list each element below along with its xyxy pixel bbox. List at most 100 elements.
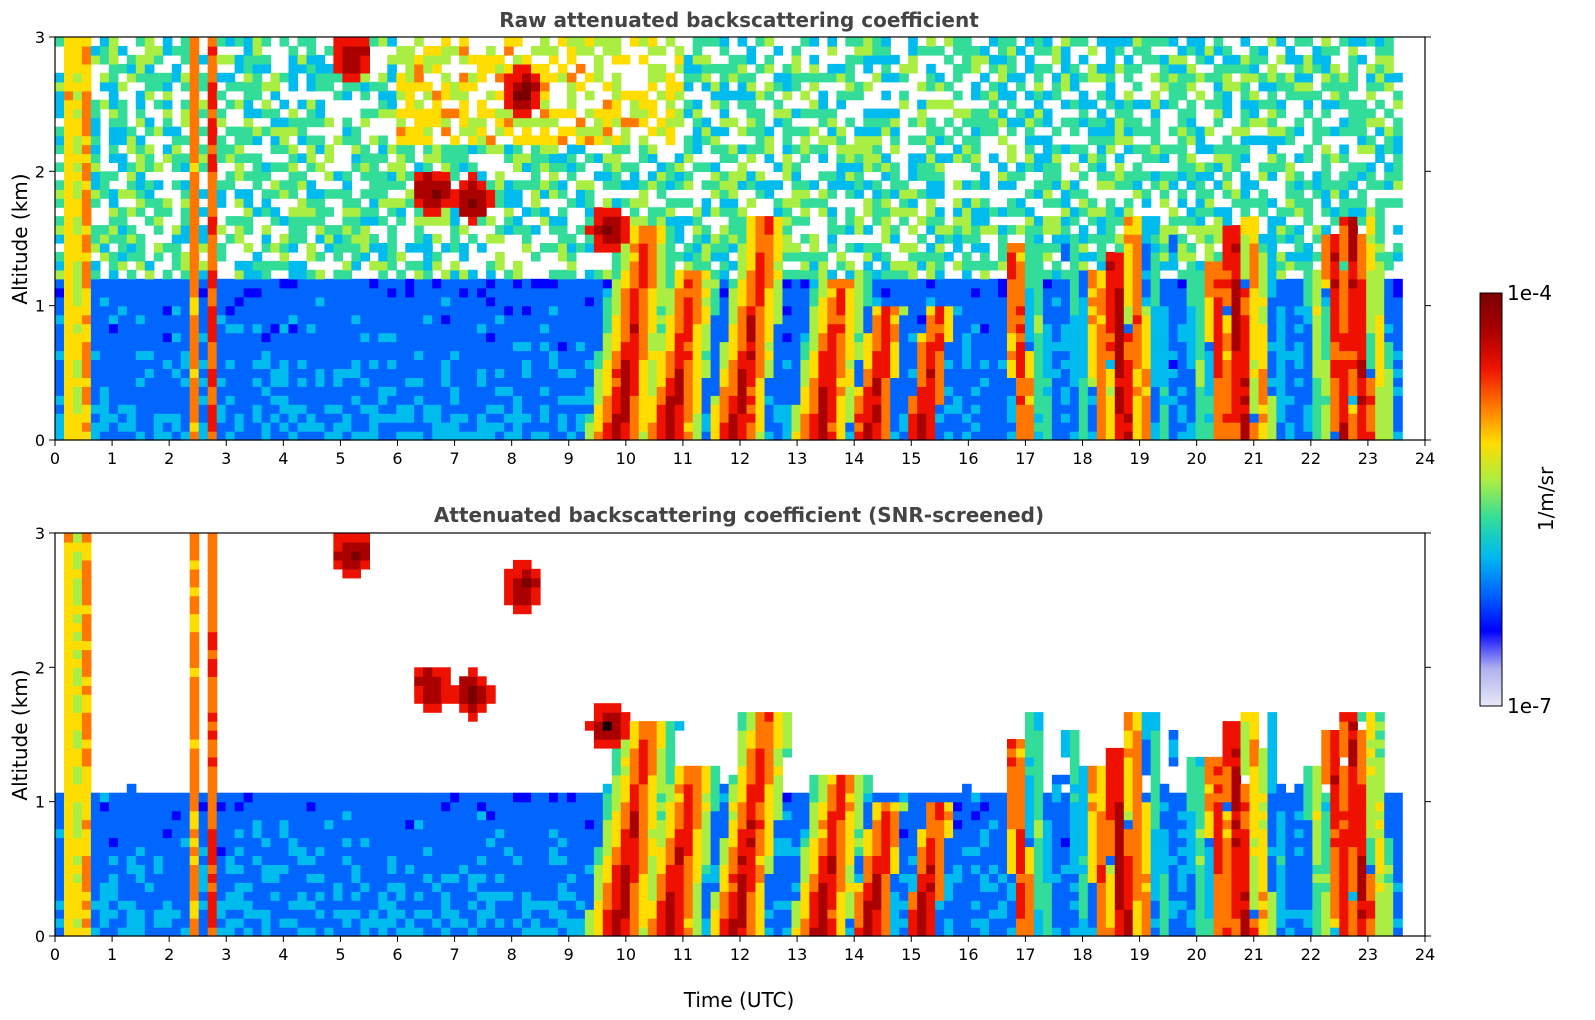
heatmap-cell <box>953 234 963 244</box>
heatmap-cell <box>189 198 200 208</box>
heatmap-cell <box>117 234 128 244</box>
heatmap-cell <box>477 198 487 208</box>
heatmap-cell <box>126 234 137 244</box>
heatmap-cell <box>540 368 550 378</box>
heatmap-cell <box>1105 63 1116 74</box>
heatmap-cell <box>459 377 469 387</box>
heatmap-cell <box>1007 171 1017 181</box>
heatmap-cell <box>117 323 128 334</box>
heatmap-cell <box>1222 431 1233 441</box>
heatmap-cell <box>1025 37 1035 47</box>
heatmap-cell <box>252 251 263 262</box>
heatmap-cell <box>144 63 155 74</box>
heatmap-cell <box>99 305 110 316</box>
heatmap-cell <box>90 287 101 298</box>
heatmap-cell <box>917 135 927 146</box>
heatmap-cell <box>1258 269 1269 280</box>
heatmap-cell <box>99 171 110 181</box>
heatmap-cell <box>800 413 810 423</box>
heatmap-cell <box>1087 332 1098 343</box>
heatmap-cell <box>486 404 496 414</box>
heatmap-cell <box>1159 144 1170 155</box>
heatmap-cell <box>126 269 137 280</box>
heatmap-cell <box>387 162 397 172</box>
heatmap-cell <box>683 314 694 325</box>
heatmap-cell <box>1132 243 1143 253</box>
heatmap-cell <box>1258 243 1269 253</box>
heatmap-cell <box>890 350 900 360</box>
heatmap-cell <box>1033 108 1044 119</box>
heatmap-cell <box>495 63 505 74</box>
heatmap-cell <box>441 117 451 128</box>
heatmap-cell <box>1141 251 1152 262</box>
heatmap-cell <box>710 251 721 262</box>
heatmap-cell <box>351 216 361 226</box>
heatmap-cell <box>324 305 334 316</box>
heatmap-cell <box>584 278 595 289</box>
heatmap-cell <box>243 117 254 128</box>
heatmap-cell <box>216 108 227 119</box>
heatmap-cell <box>620 90 631 101</box>
heatmap-cell <box>971 368 981 378</box>
heatmap-cell <box>396 359 406 369</box>
heatmap-cell <box>836 153 846 163</box>
heatmap-cell <box>791 189 802 199</box>
heatmap-cell <box>845 171 855 181</box>
heatmap-cell <box>450 243 460 253</box>
heatmap-cell <box>1025 108 1035 119</box>
heatmap-cell <box>252 260 263 271</box>
heatmap-cell <box>890 162 900 172</box>
heatmap-cell <box>495 260 505 271</box>
heatmap-cell <box>1123 278 1134 289</box>
heatmap-cell <box>953 72 963 83</box>
heatmap-cell <box>1141 189 1152 199</box>
heatmap-cell <box>1159 332 1170 343</box>
heatmap-cell <box>962 234 972 244</box>
heatmap-cell <box>881 296 891 307</box>
heatmap-cell <box>315 225 326 235</box>
heatmap-cell <box>81 314 92 325</box>
heatmap-cell <box>549 395 559 405</box>
heatmap-cell <box>584 243 595 253</box>
heatmap-cell <box>764 323 775 334</box>
heatmap-cell <box>90 350 101 360</box>
heatmap-cell <box>1213 314 1224 325</box>
heatmap-cell <box>423 198 433 208</box>
heatmap-cell <box>189 90 200 101</box>
heatmap-cell <box>468 207 478 217</box>
heatmap-cell <box>755 108 766 119</box>
heatmap-cell <box>207 117 218 128</box>
heatmap-cell <box>1177 287 1188 298</box>
heatmap-cell <box>1051 144 1062 155</box>
heatmap-cell <box>405 395 415 405</box>
heatmap-cell <box>1096 296 1107 307</box>
heatmap-cell <box>1051 413 1062 423</box>
heatmap-cell <box>1150 305 1161 316</box>
heatmap-cell <box>557 153 568 163</box>
heatmap-cell <box>1249 234 1260 244</box>
heatmap-cell <box>468 359 478 369</box>
heatmap-cell <box>566 377 577 387</box>
heatmap-cell <box>432 296 442 307</box>
heatmap-cell <box>306 422 317 432</box>
heatmap-cell <box>1105 431 1116 441</box>
heatmap-cell <box>980 171 990 181</box>
heatmap-cell <box>504 350 514 360</box>
heatmap-cell <box>998 81 1008 92</box>
heatmap-cell <box>441 269 451 280</box>
heatmap-cell <box>1069 251 1080 262</box>
heatmap-cell <box>369 278 379 289</box>
heatmap-cell <box>881 72 891 83</box>
heatmap-cell <box>81 287 92 298</box>
heatmap-cell <box>764 404 775 414</box>
heatmap-cell <box>1051 359 1062 369</box>
heatmap-cell <box>1150 243 1161 253</box>
heatmap-cell <box>207 135 218 146</box>
heatmap-cell <box>566 260 577 271</box>
heatmap-cell <box>764 413 775 423</box>
heatmap-cell <box>656 216 667 226</box>
heatmap-cell <box>962 305 972 316</box>
heatmap-cell <box>998 287 1008 298</box>
heatmap-cell <box>99 243 110 253</box>
heatmap-cell <box>1222 386 1233 396</box>
